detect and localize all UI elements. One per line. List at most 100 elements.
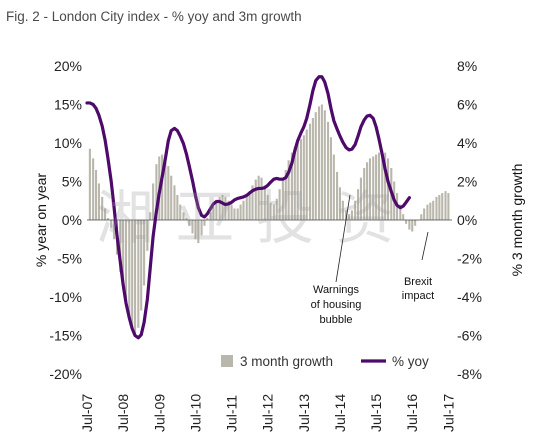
chart-labels: 湘亚投资 % year on year % 3 month growth Warnin… bbox=[33, 164, 525, 369]
y-right-tick-label: 6% bbox=[457, 97, 477, 113]
bar-3m-growth-8 bbox=[113, 220, 116, 240]
bar-3m-growth-12 bbox=[124, 220, 128, 305]
bar-3m-growth-116 bbox=[438, 194, 441, 220]
bar-3m-growth-1 bbox=[92, 158, 95, 220]
bar-3m-growth-26 bbox=[167, 166, 170, 220]
bar-3m-growth-89 bbox=[356, 189, 360, 220]
bar-3m-growth-108 bbox=[414, 220, 417, 226]
bar-3m-growth-91 bbox=[363, 168, 366, 220]
bar-3m-growth-37 bbox=[200, 220, 203, 236]
legend-swatch-bar bbox=[221, 355, 233, 367]
bar-3m-growth-114 bbox=[432, 200, 435, 220]
x-tick-label: Jul-16 bbox=[404, 394, 420, 432]
y-right-tick-label: -8% bbox=[457, 366, 482, 382]
bar-3m-growth-28 bbox=[173, 185, 176, 220]
bar-3m-growth-72 bbox=[305, 129, 308, 220]
bar-3m-growth-95 bbox=[375, 154, 378, 220]
y-left-tick-label: 15% bbox=[54, 97, 82, 113]
x-tick-label: Jul-17 bbox=[440, 394, 456, 432]
annotation-pointer-brexit bbox=[421, 231, 429, 261]
bar-3m-growth-84 bbox=[341, 200, 344, 220]
bar-3m-growth-87 bbox=[350, 210, 353, 221]
bar-3m-growth-35 bbox=[194, 220, 197, 240]
bars-3-month-growth bbox=[88, 104, 450, 334]
y-right-tick-label: -2% bbox=[457, 251, 482, 267]
bar-3m-growth-5 bbox=[104, 208, 107, 220]
bar-3m-growth-56 bbox=[257, 175, 260, 220]
bar-3m-growth-63 bbox=[278, 189, 281, 220]
bar-3m-growth-99 bbox=[386, 158, 390, 220]
bar-3m-growth-115 bbox=[435, 196, 438, 220]
bar-3m-growth-74 bbox=[311, 117, 314, 220]
bar-3m-growth-83 bbox=[338, 187, 342, 220]
bar-3m-growth-3 bbox=[97, 183, 100, 220]
bar-3m-growth-53 bbox=[248, 191, 251, 221]
bar-3m-growth-97 bbox=[381, 150, 384, 220]
y-right-tick-label: -6% bbox=[457, 328, 482, 344]
bar-3m-growth-110 bbox=[420, 214, 423, 220]
bar-3m-growth-62 bbox=[275, 198, 278, 220]
bar-3m-growth-65 bbox=[284, 169, 287, 220]
bar-3m-growth-44 bbox=[221, 194, 224, 220]
bar-3m-growth-52 bbox=[245, 194, 248, 220]
bar-3m-growth-21 bbox=[152, 183, 155, 220]
bar-3m-growth-17 bbox=[140, 220, 143, 311]
y-left-tick-label: -5% bbox=[57, 251, 82, 267]
bar-3m-growth-0 bbox=[88, 148, 91, 220]
bar-3m-growth-79 bbox=[326, 121, 330, 220]
bar-3m-growth-4 bbox=[101, 196, 104, 220]
x-tick-label: Jul-11 bbox=[224, 395, 240, 432]
bar-3m-growth-50 bbox=[239, 204, 242, 220]
bar-3m-growth-7 bbox=[110, 220, 113, 228]
bar-3m-growth-47 bbox=[230, 204, 233, 220]
y-left-tick-label: 0% bbox=[62, 212, 82, 228]
legend-label-bar: 3 month growth bbox=[240, 354, 333, 369]
bar-3m-growth-41 bbox=[212, 206, 215, 220]
bar-3m-growth-57 bbox=[260, 177, 263, 220]
bar-3m-growth-18 bbox=[143, 220, 146, 286]
watermark-text: 湘亚投资 bbox=[96, 184, 416, 252]
bar-3m-growth-55 bbox=[254, 179, 257, 220]
bar-3m-growth-11 bbox=[122, 220, 125, 290]
bar-3m-growth-107 bbox=[411, 220, 414, 232]
x-tick-label: Jul-08 bbox=[115, 394, 131, 432]
annotation-housing-bubble: of housing bbox=[311, 299, 362, 311]
annotation-housing-bubble: bubble bbox=[319, 314, 352, 326]
bar-3m-growth-32 bbox=[185, 218, 188, 220]
bar-3m-growth-94 bbox=[372, 156, 375, 220]
bar-3m-growth-70 bbox=[299, 139, 302, 220]
bar-3m-growth-93 bbox=[368, 158, 372, 220]
bar-3m-growth-36 bbox=[197, 220, 200, 244]
bar-3m-growth-58 bbox=[263, 185, 266, 220]
y-left-tick-label: -20% bbox=[49, 366, 82, 382]
y-right-tick-label: 2% bbox=[457, 174, 477, 190]
bar-3m-growth-31 bbox=[182, 212, 185, 220]
bar-3m-growth-60 bbox=[269, 202, 272, 220]
bar-3m-growth-90 bbox=[359, 177, 362, 220]
bar-3m-growth-103 bbox=[399, 204, 402, 220]
bar-3m-growth-105 bbox=[405, 220, 408, 224]
bar-3m-growth-16 bbox=[137, 220, 140, 328]
bar-3m-growth-106 bbox=[408, 220, 411, 230]
bar-3m-growth-104 bbox=[402, 214, 405, 220]
bar-3m-growth-80 bbox=[329, 137, 332, 220]
x-tick-label: Jul-15 bbox=[368, 394, 384, 432]
x-tick-label: Jul-13 bbox=[296, 394, 312, 432]
line-yoy-path bbox=[85, 75, 411, 340]
bar-3m-growth-88 bbox=[354, 200, 357, 220]
bar-3m-growth-67 bbox=[290, 152, 293, 221]
y-left-tick-label: -15% bbox=[49, 328, 82, 344]
bar-3m-growth-46 bbox=[227, 200, 230, 220]
bar-3m-growth-92 bbox=[366, 162, 369, 220]
bar-3m-growth-113 bbox=[429, 202, 432, 220]
bar-3m-growth-14 bbox=[131, 220, 134, 328]
bar-3m-growth-20 bbox=[149, 212, 152, 220]
bar-3m-growth-59 bbox=[266, 194, 269, 220]
bar-3m-growth-51 bbox=[242, 200, 245, 220]
y-right-tick-label: 4% bbox=[457, 135, 477, 151]
bar-3m-growth-19 bbox=[146, 220, 149, 251]
bar-3m-growth-38 bbox=[203, 220, 206, 226]
bar-3m-growth-61 bbox=[272, 204, 275, 220]
bar-3m-growth-69 bbox=[296, 143, 299, 220]
